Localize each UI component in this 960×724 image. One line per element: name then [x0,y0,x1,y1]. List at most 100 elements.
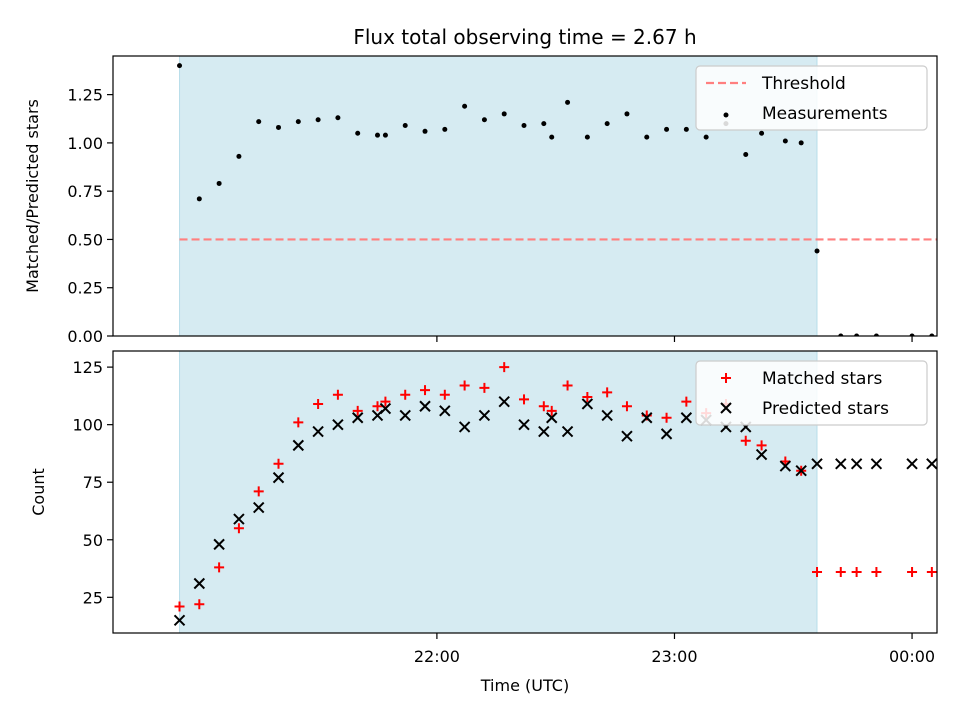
data-point-matched [439,389,450,400]
data-point [196,196,202,202]
data-point-matched [926,566,937,577]
data-point-predicted [835,458,847,470]
data-point-predicted [660,428,673,440]
data-point-matched [538,401,549,412]
data-point-predicted [498,395,510,408]
count-x-tick-label: 22:00 [414,647,460,666]
legend-matched-swatch [721,373,731,383]
data-point [929,333,935,336]
count-y-axis-label: Count [29,468,48,516]
data-point-matched [519,394,530,405]
data-point-matched [812,566,823,577]
data-point-predicted [870,458,883,470]
data-point-predicted [926,458,937,470]
data-point-matched [332,389,343,400]
data-point-matched [546,405,557,416]
data-point [335,115,341,121]
legend-label: Predicted stars [762,399,889,419]
data-point-predicted [292,439,305,452]
data-point-predicted [439,405,451,417]
legend-measurements-swatch [723,112,729,118]
data-point-predicted [253,501,265,514]
data-point-matched [400,389,411,400]
data-point-predicted [641,412,653,424]
data-point-matched [352,405,363,416]
data-point [295,119,301,125]
data-point-matched [194,599,205,610]
data-point [565,99,571,105]
data-point-predicted [233,513,245,525]
ratio-y-tick-label: 0.50 [67,230,103,249]
data-point-matched [681,396,692,407]
data-point [541,121,547,127]
data-point [664,126,670,132]
legend-label: Threshold [761,74,846,94]
count-y-tick-label: 125 [72,358,103,377]
data-point [798,140,804,146]
data-point-matched [499,362,510,373]
data-point [375,132,381,138]
data-point-matched [871,566,882,577]
data-point [216,180,222,186]
data-point [462,103,468,109]
legend-predicted-swatch [720,402,732,414]
data-point-matched [293,417,304,428]
ratio-y-tick-label: 0.25 [67,279,103,298]
data-point-predicted [581,398,594,410]
count-axes-frame [112,350,938,634]
count-x-tick-label: 23:00 [651,647,697,666]
ratio-axes-frame [112,55,938,337]
data-point [256,119,262,125]
data-point-predicted [811,458,823,470]
data-point [909,333,915,336]
data-point-predicted [193,577,206,590]
data-point-predicted [478,409,491,422]
data-point-predicted [332,418,344,431]
data-point-matched [313,398,324,409]
data-point-predicted [601,409,613,422]
data-point-predicted [379,402,392,415]
ratio-panel: 0.00 0.25 0.50 0.75 1.00 1.25 Matched/Predicte… [23,55,938,346]
data-point-matched [602,387,613,398]
data-point [521,123,527,129]
count-series-matched-stars [174,362,937,612]
legend-label: Matched stars [762,369,882,389]
data-point-matched [273,458,284,469]
data-point-predicted [779,460,792,472]
count-y-tick-label: 75 [83,473,103,492]
data-point [442,126,448,132]
data-point-predicted [419,400,431,412]
data-point-predicted [312,425,324,438]
data-point-matched [835,566,846,577]
data-point-predicted [680,412,693,424]
ratio-legend: Threshold Measurements [695,65,928,131]
count-y-tick-label: 100 [72,416,103,435]
data-point [873,333,879,336]
data-point [644,134,650,140]
data-point-predicted [621,430,633,442]
data-point-matched [380,396,391,407]
ratio-y-tick-label: 0.75 [67,182,103,201]
data-point [501,111,507,117]
data-point-predicted [795,464,807,477]
count-panel: 25507510012522:0023:0000:0001:0002:00Cou… [29,350,938,695]
data-point [315,117,321,123]
data-point-matched [253,486,264,497]
data-point [759,130,765,136]
data-point [422,128,428,134]
data-point-predicted [538,425,550,438]
data-point-matched [214,562,225,573]
data-point-predicted [173,614,186,627]
data-point-matched [562,380,573,391]
ratio-series-measurements [177,63,935,336]
data-point-matched [907,566,918,577]
data-point [838,333,844,336]
data-point [402,123,408,129]
data-point [604,121,610,127]
data-point-matched [372,401,383,412]
data-point-predicted [906,458,918,470]
data-point [355,130,361,136]
count-x-tick-label: 00:00 [889,647,935,666]
count-y-tick-label: 25 [83,588,103,607]
